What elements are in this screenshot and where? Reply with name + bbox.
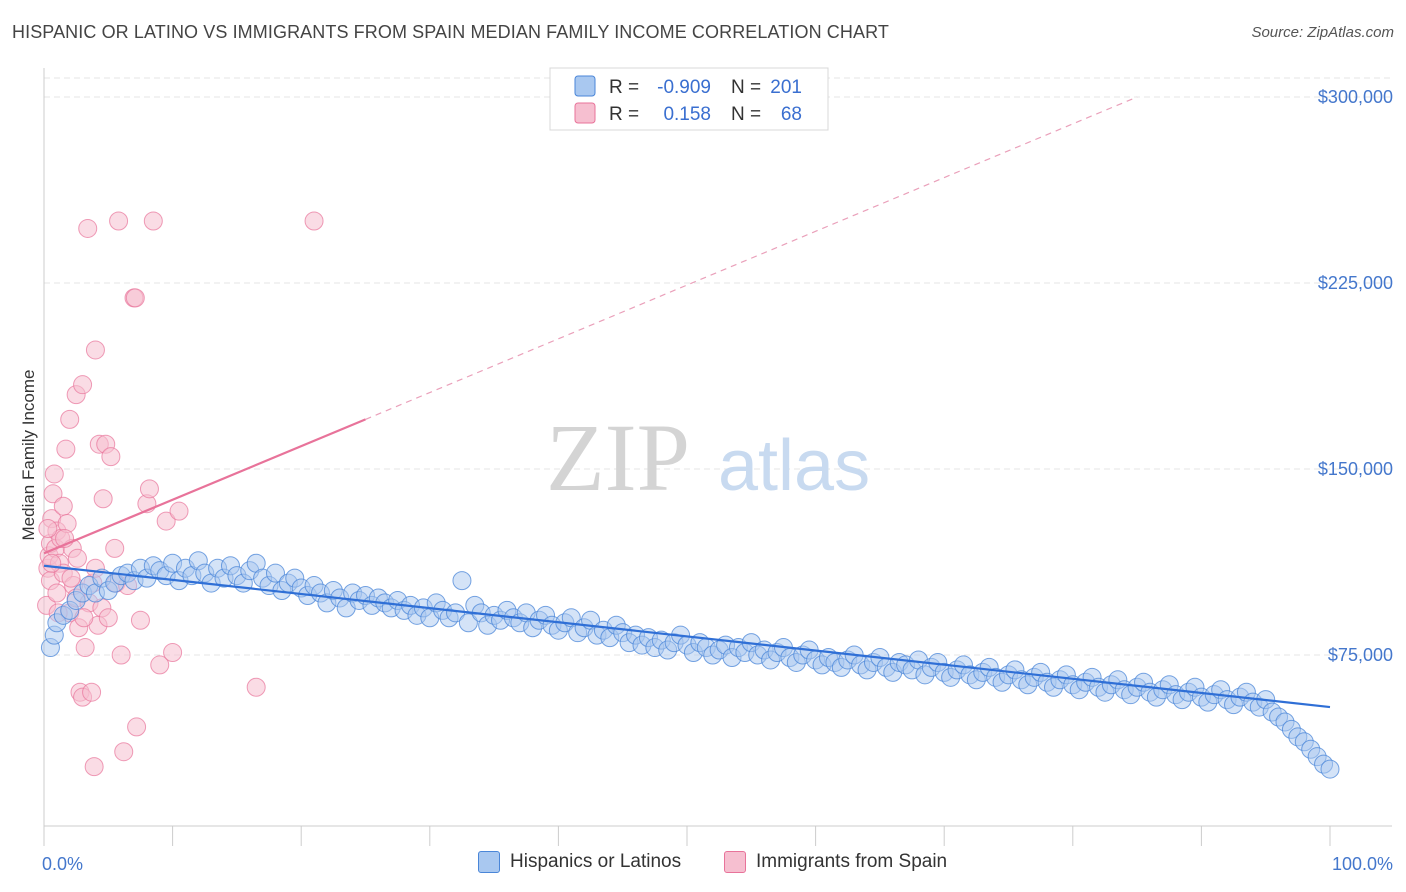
legend-label-hispanics: Hispanics or Latinos — [510, 851, 682, 872]
pink-point — [84, 757, 104, 777]
trend-line-blue — [43, 564, 1331, 709]
pink-point — [130, 610, 150, 630]
chart-title: HISPANIC OR LATINO VS IMMIGRANTS FROM SP… — [12, 22, 889, 42]
y-axis-label: Median Family Income — [19, 369, 38, 540]
legend-swatch-hispanics — [478, 851, 500, 873]
blue-point — [1320, 759, 1340, 779]
x-tick-label: 0.0% — [42, 854, 83, 874]
y-tick-label: $150,000 — [1318, 459, 1393, 479]
pink-point — [75, 638, 95, 658]
stats-legend: R = -0.909 N = 201 R = 0.158 N = 68 — [549, 67, 829, 131]
pink-point — [44, 464, 64, 484]
legend-n-value-pink: 68 — [781, 104, 802, 125]
legend-item-hispanics: Hispanics or Latinos — [478, 851, 681, 873]
blue-point — [458, 613, 478, 633]
pink-point — [78, 218, 98, 238]
blue-point — [265, 563, 285, 583]
bottom-legend: Hispanics or Latinos Immigrants from Spa… — [0, 851, 1406, 877]
pink-point — [125, 288, 145, 308]
pink-point — [127, 717, 147, 737]
pink-point — [56, 439, 76, 459]
x-tick-label: 100.0% — [1332, 854, 1393, 874]
watermark-zip: ZIP — [546, 404, 690, 511]
blue-point — [452, 571, 472, 591]
y-tick-label: $300,000 — [1318, 87, 1393, 107]
legend-r-label-pink: R = — [609, 104, 639, 125]
legend-n-value-blue: 201 — [770, 77, 802, 98]
pink-point — [101, 447, 121, 467]
pink-point — [246, 677, 266, 697]
pink-point — [111, 645, 131, 665]
trend-line-pink — [43, 418, 366, 555]
y-tick-label: $75,000 — [1328, 645, 1393, 665]
legend-r-label-blue: R = — [609, 77, 639, 98]
watermark: ZIP atlas — [546, 404, 870, 511]
source-label: Source: ZipAtlas.com — [1251, 24, 1394, 41]
pink-point — [93, 489, 113, 509]
pink-point — [67, 548, 87, 568]
blue-points-layer — [40, 551, 1340, 779]
legend-item-spain: Immigrants from Spain — [724, 851, 947, 873]
trend-line-pink-dashed — [365, 96, 1138, 420]
pink-point — [53, 496, 73, 516]
legend-swatch-pink — [574, 102, 596, 124]
trend-layer — [43, 96, 1331, 709]
pink-point — [82, 682, 102, 702]
legend-swatch-spain — [724, 851, 746, 873]
pink-point — [105, 538, 125, 558]
pink-point — [150, 655, 170, 675]
pink-point — [60, 409, 80, 429]
axes-layer — [43, 68, 1392, 846]
pink-point — [143, 211, 163, 231]
pink-point — [43, 484, 63, 504]
pink-point — [114, 742, 134, 762]
pink-point — [61, 568, 81, 588]
pink-point — [85, 340, 105, 360]
pink-point — [109, 211, 129, 231]
legend-r-value-blue: -0.909 — [657, 77, 711, 98]
pink-point — [163, 643, 183, 663]
legend-swatch-blue — [574, 75, 596, 97]
tick-labels-layer: $75,000 $150,000 $225,000 $300,000 0.0% 100.0… — [42, 87, 1393, 874]
pink-point — [42, 553, 62, 573]
pink-point — [47, 583, 67, 603]
pink-point — [156, 511, 176, 531]
watermark-atlas: atlas — [718, 426, 870, 506]
pink-point — [139, 479, 159, 499]
pink-point — [169, 501, 189, 521]
legend-label-spain: Immigrants from Spain — [756, 851, 948, 872]
pink-point — [304, 211, 324, 231]
legend-n-label-pink: N = — [731, 104, 761, 125]
pink-point — [38, 519, 58, 539]
pink-point — [98, 608, 118, 628]
legend-r-value-pink: 0.158 — [663, 104, 711, 125]
legend-n-label-blue: N = — [731, 77, 761, 98]
y-tick-label: $225,000 — [1318, 273, 1393, 293]
pink-points-layer — [37, 211, 324, 777]
pink-point — [73, 375, 93, 395]
